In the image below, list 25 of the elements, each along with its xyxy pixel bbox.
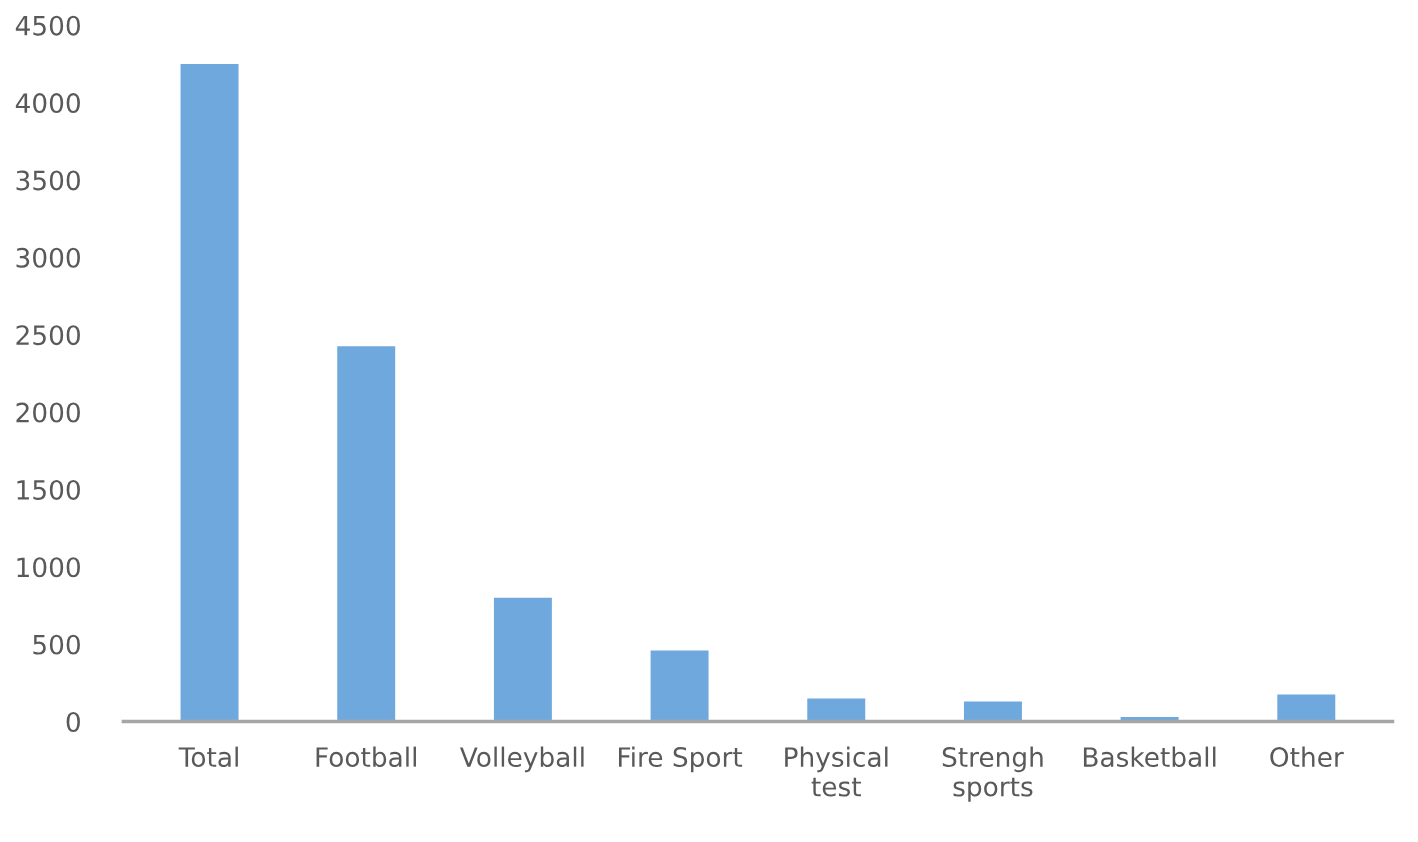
y-tick-label: 4500 <box>15 15 80 36</box>
bar <box>963 701 1022 722</box>
y-tick-label: 1500 <box>17 479 80 500</box>
y-tick-label: 0 <box>66 712 80 732</box>
bar <box>493 597 552 722</box>
x-tick-label: Football <box>316 746 416 768</box>
x-tick-label: Other <box>1270 746 1344 768</box>
x-tick-label: Physical test <box>785 746 888 797</box>
y-tick-label: 3000 <box>16 247 80 268</box>
x-tick-label: Strengh sports <box>942 746 1043 802</box>
x-tick-label: Basketball <box>1083 746 1216 768</box>
bar <box>650 650 709 722</box>
bar <box>337 346 396 722</box>
x-tick-label: Total <box>178 746 238 768</box>
bar <box>180 63 239 722</box>
x-tick-label: Fire Sport <box>619 746 743 773</box>
bar <box>1277 694 1336 722</box>
x-tick-label: Volleyball <box>459 746 584 773</box>
y-tick-label: 2500 <box>16 325 80 346</box>
y-tick-label: 4000 <box>15 93 80 114</box>
y-tick-label: 500 <box>33 634 80 655</box>
y-tick-label: 1000 <box>17 557 80 578</box>
y-tick-label: 3500 <box>16 170 80 191</box>
y-tick-label: 2000 <box>16 402 80 423</box>
bar <box>807 698 866 722</box>
